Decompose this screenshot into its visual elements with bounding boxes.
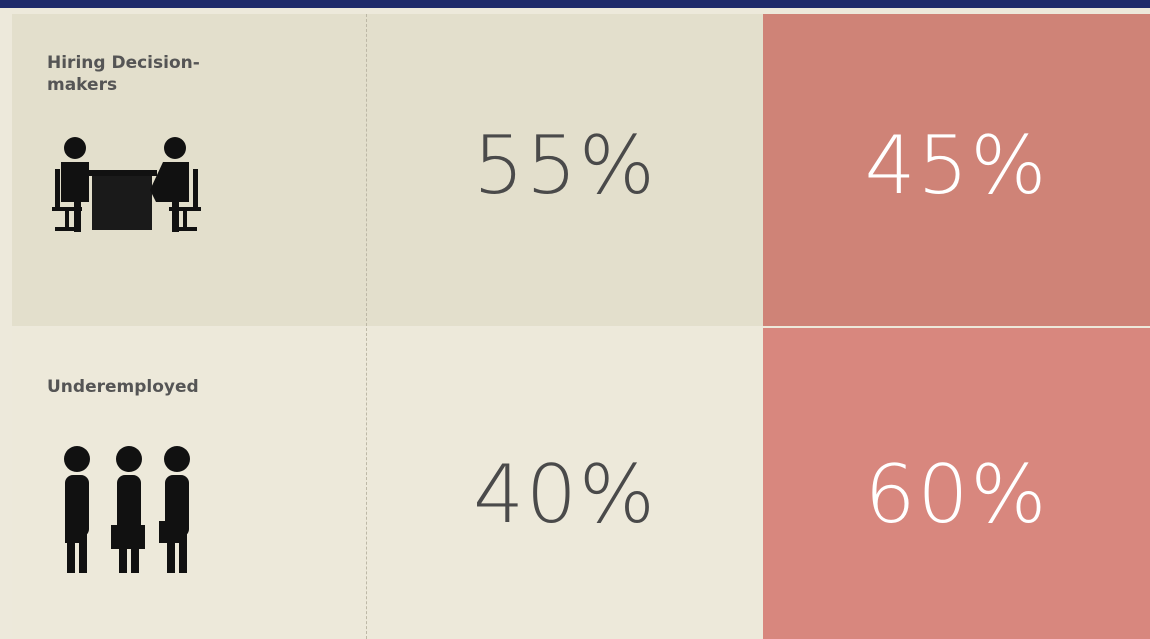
value: 40% xyxy=(473,448,657,541)
label-cell: Underemployed xyxy=(12,328,367,639)
row-label: Hiring Decision-makers xyxy=(47,53,200,95)
label-cell: Hiring Decision-makers xyxy=(12,14,367,326)
row: Hiring Decision-makers 55% 45% xyxy=(12,14,1150,326)
icon-queue xyxy=(64,446,190,573)
row-label: Underemployed xyxy=(47,377,199,397)
value: 55% xyxy=(473,119,657,212)
value: 60% xyxy=(864,448,1049,541)
value-cell: 40% xyxy=(367,328,763,639)
value-cell: 55% xyxy=(367,14,763,326)
value: 45% xyxy=(864,119,1049,212)
icon-interview xyxy=(52,137,201,232)
row: Underemployed 40% 60% xyxy=(12,328,1150,639)
value-cell: 60% xyxy=(763,328,1150,639)
value-cell: 45% xyxy=(763,14,1150,326)
top-bar xyxy=(0,0,1150,8)
